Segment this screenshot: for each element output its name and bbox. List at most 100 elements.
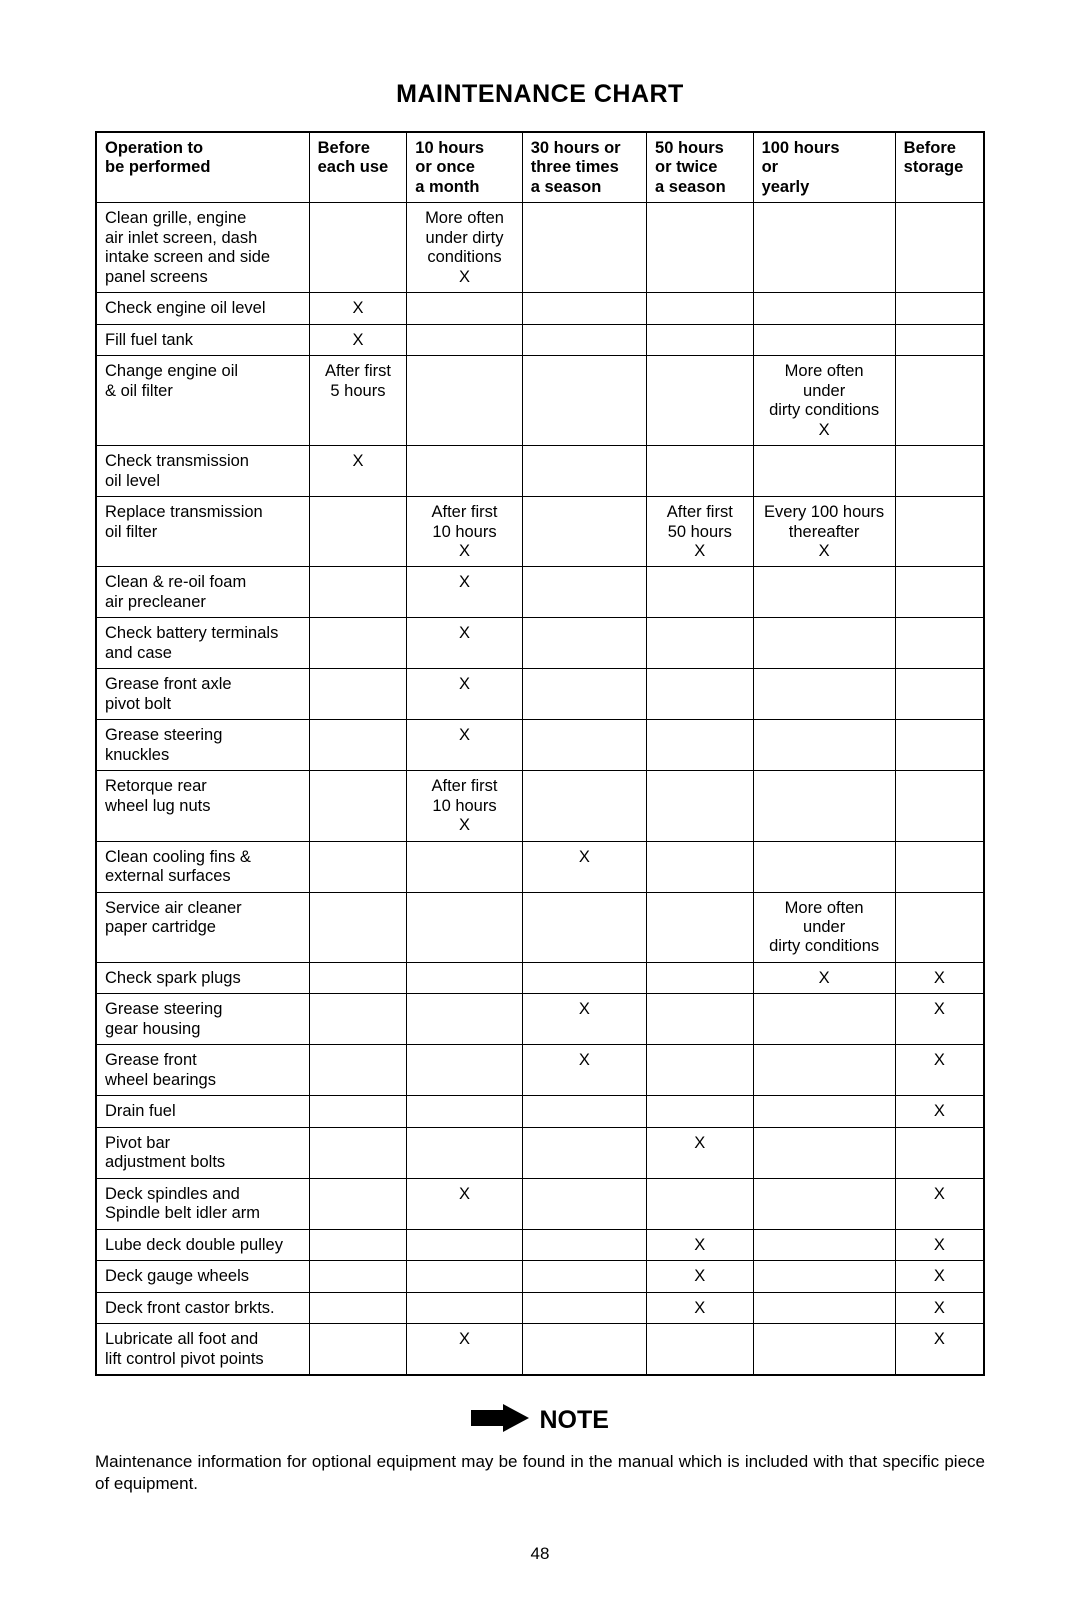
table-row: Check engine oil levelX <box>96 293 984 324</box>
arrow-icon <box>471 1404 529 1437</box>
value-cell: X <box>407 618 522 669</box>
value-cell <box>522 446 646 497</box>
value-cell <box>895 356 984 446</box>
value-cell <box>309 618 407 669</box>
table-row: Retorque rearwheel lug nuts After first1… <box>96 771 984 841</box>
value-cell <box>309 497 407 567</box>
value-cell <box>522 497 646 567</box>
table-row: Check spark plugs XX <box>96 962 984 993</box>
value-cell: More oftenunder dirtyconditionsX <box>407 203 522 293</box>
value-cell <box>522 1178 646 1229</box>
table-row: Clean & re-oil foamair precleaner X <box>96 567 984 618</box>
value-cell <box>647 203 754 293</box>
operation-cell: Grease steeringgear housing <box>96 994 309 1045</box>
value-cell <box>522 1229 646 1260</box>
value-cell: X <box>309 324 407 355</box>
col-header: Operation tobe performed <box>96 132 309 203</box>
value-cell <box>647 618 754 669</box>
value-cell <box>522 1127 646 1178</box>
value-cell: X <box>647 1127 754 1178</box>
value-cell <box>753 1292 895 1323</box>
value-cell <box>753 567 895 618</box>
operation-cell: Change engine oil& oil filter <box>96 356 309 446</box>
col-header: 100 hoursoryearly <box>753 132 895 203</box>
value-cell: After first5 hours <box>309 356 407 446</box>
col-header: 30 hours orthree timesa season <box>522 132 646 203</box>
value-cell: X <box>895 1178 984 1229</box>
value-cell: X <box>407 669 522 720</box>
table-row: Grease front axlepivot bolt X <box>96 669 984 720</box>
value-cell <box>407 1096 522 1127</box>
page-title: MAINTENANCE CHART <box>95 80 985 109</box>
value-cell <box>407 1229 522 1260</box>
table-row: Drain fuel X <box>96 1096 984 1127</box>
value-cell <box>309 203 407 293</box>
page-number: 48 <box>95 1544 985 1564</box>
page: MAINTENANCE CHART Operation tobe perform… <box>0 0 1080 1604</box>
operation-cell: Deck spindles andSpindle belt idler arm <box>96 1178 309 1229</box>
note-text: Maintenance information for optional equ… <box>95 1451 985 1495</box>
value-cell <box>309 1127 407 1178</box>
value-cell: X <box>522 841 646 892</box>
value-cell <box>407 841 522 892</box>
value-cell <box>407 446 522 497</box>
note-label: NOTE <box>540 1406 609 1435</box>
value-cell: X <box>895 1324 984 1375</box>
operation-cell: Replace transmissionoil filter <box>96 497 309 567</box>
value-cell: X <box>407 720 522 771</box>
value-cell <box>407 994 522 1045</box>
value-cell <box>753 841 895 892</box>
value-cell <box>753 1324 895 1375</box>
value-cell <box>895 497 984 567</box>
value-cell <box>753 1096 895 1127</box>
value-cell: X <box>522 994 646 1045</box>
value-cell: X <box>895 1261 984 1292</box>
table-row: Grease frontwheel bearings X X <box>96 1045 984 1096</box>
value-cell <box>753 293 895 324</box>
table-row: Deck gauge wheels X X <box>96 1261 984 1292</box>
value-cell <box>522 1096 646 1127</box>
value-cell <box>647 892 754 962</box>
value-cell <box>895 720 984 771</box>
value-cell <box>647 293 754 324</box>
table-row: Deck front castor brkts. X X <box>96 1292 984 1323</box>
value-cell <box>407 1292 522 1323</box>
note-block: NOTE Maintenance information for optiona… <box>95 1404 985 1495</box>
value-cell <box>407 892 522 962</box>
value-cell <box>309 1045 407 1096</box>
value-cell <box>753 446 895 497</box>
value-cell <box>647 962 754 993</box>
table-row: Clean grille, engineair inlet screen, da… <box>96 203 984 293</box>
value-cell: More often underdirty conditions <box>753 892 895 962</box>
value-cell: X <box>895 962 984 993</box>
value-cell <box>407 1127 522 1178</box>
value-cell <box>522 962 646 993</box>
operation-cell: Deck front castor brkts. <box>96 1292 309 1323</box>
value-cell: X <box>895 1045 984 1096</box>
value-cell <box>522 892 646 962</box>
operation-cell: Fill fuel tank <box>96 324 309 355</box>
value-cell <box>753 618 895 669</box>
value-cell <box>647 841 754 892</box>
value-cell: X <box>895 1096 984 1127</box>
operation-cell: Drain fuel <box>96 1096 309 1127</box>
value-cell <box>522 324 646 355</box>
value-cell: X <box>309 293 407 324</box>
value-cell <box>522 618 646 669</box>
value-cell: X <box>895 1229 984 1260</box>
value-cell <box>895 1127 984 1178</box>
value-cell <box>309 567 407 618</box>
table-row: Grease steeringgear housing X X <box>96 994 984 1045</box>
operation-cell: Clean cooling fins &external surfaces <box>96 841 309 892</box>
value-cell <box>753 1229 895 1260</box>
value-cell: Every 100 hoursthereafterX <box>753 497 895 567</box>
value-cell <box>522 567 646 618</box>
table-head: Operation tobe performedBeforeeach use10… <box>96 132 984 203</box>
value-cell <box>753 1261 895 1292</box>
value-cell <box>895 293 984 324</box>
value-cell <box>753 324 895 355</box>
value-cell <box>753 1127 895 1178</box>
table-row: Deck spindles andSpindle belt idler arm … <box>96 1178 984 1229</box>
maintenance-table: Operation tobe performedBeforeeach use10… <box>95 131 985 1376</box>
table-row: Fill fuel tankX <box>96 324 984 355</box>
